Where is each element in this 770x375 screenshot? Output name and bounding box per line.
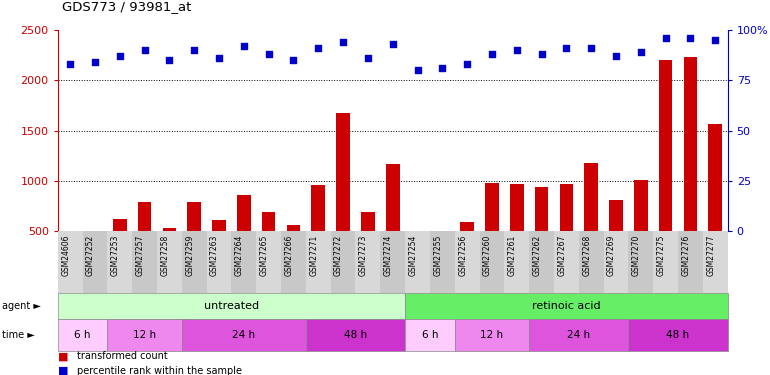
Text: GSM27253: GSM27253 [111, 234, 120, 276]
Point [163, 57, 176, 63]
Point [114, 53, 126, 59]
Point [139, 47, 151, 53]
Bar [609, 200, 623, 231]
Text: 12 h: 12 h [133, 330, 156, 340]
Bar [534, 187, 548, 231]
Bar [386, 164, 400, 231]
Text: GSM27257: GSM27257 [136, 234, 145, 276]
Bar [113, 219, 126, 231]
Point [411, 67, 424, 73]
Text: untreated: untreated [204, 301, 259, 311]
Point [585, 45, 598, 51]
Point [89, 59, 101, 65]
Text: percentile rank within the sample: percentile rank within the sample [77, 366, 242, 375]
Text: GSM27272: GSM27272 [334, 234, 343, 276]
Point [337, 39, 350, 45]
Point [387, 41, 399, 47]
Bar [460, 222, 474, 231]
Text: GSM27269: GSM27269 [607, 234, 616, 276]
Text: GSM27268: GSM27268 [582, 234, 591, 276]
Bar [336, 112, 350, 231]
Bar [634, 180, 648, 231]
Text: transformed count: transformed count [77, 351, 168, 361]
Point [362, 55, 374, 61]
Text: GSM27267: GSM27267 [557, 234, 567, 276]
Text: 6 h: 6 h [422, 330, 438, 340]
Text: 12 h: 12 h [480, 330, 504, 340]
Text: GSM27264: GSM27264 [235, 234, 244, 276]
Text: ■: ■ [58, 366, 69, 375]
Text: GDS773 / 93981_at: GDS773 / 93981_at [62, 0, 191, 13]
Bar [262, 212, 276, 231]
Bar [684, 57, 698, 231]
Bar [187, 202, 201, 231]
Text: GSM27258: GSM27258 [160, 234, 169, 276]
Bar [485, 183, 499, 231]
Text: GSM27254: GSM27254 [409, 234, 417, 276]
Text: GSM27273: GSM27273 [359, 234, 368, 276]
Point [213, 55, 225, 61]
Bar [138, 202, 152, 231]
Point [610, 53, 622, 59]
Bar [286, 225, 300, 231]
Text: retinoic acid: retinoic acid [532, 301, 601, 311]
Text: GSM27274: GSM27274 [383, 234, 393, 276]
Text: GSM27266: GSM27266 [284, 234, 293, 276]
Point [685, 35, 697, 41]
Text: ■: ■ [58, 351, 69, 361]
Text: GSM27270: GSM27270 [632, 234, 641, 276]
Text: GSM27252: GSM27252 [86, 234, 95, 276]
Text: GSM27265: GSM27265 [259, 234, 269, 276]
Point [634, 49, 647, 55]
Text: 24 h: 24 h [233, 330, 256, 340]
Bar [361, 212, 375, 231]
Text: GSM27263: GSM27263 [210, 234, 219, 276]
Point [238, 43, 250, 49]
Text: time ►: time ► [2, 330, 35, 340]
Text: GSM24606: GSM24606 [61, 234, 70, 276]
Text: GSM27276: GSM27276 [681, 234, 691, 276]
Text: GSM27259: GSM27259 [186, 234, 194, 276]
Bar [213, 220, 226, 231]
Point [709, 37, 721, 43]
Bar [510, 184, 524, 231]
Point [561, 45, 573, 51]
Text: GSM27275: GSM27275 [657, 234, 665, 276]
Text: GSM27255: GSM27255 [434, 234, 442, 276]
Point [64, 61, 76, 67]
Point [461, 61, 474, 67]
Point [486, 51, 498, 57]
Text: GSM27260: GSM27260 [483, 234, 492, 276]
Point [312, 45, 324, 51]
Text: GSM27262: GSM27262 [533, 234, 541, 276]
Bar [237, 195, 251, 231]
Bar [436, 231, 449, 233]
Bar [659, 60, 672, 231]
Bar [584, 163, 598, 231]
Bar [162, 228, 176, 231]
Text: 48 h: 48 h [344, 330, 367, 340]
Text: 48 h: 48 h [667, 330, 690, 340]
Point [511, 47, 523, 53]
Point [263, 51, 275, 57]
Point [535, 51, 547, 57]
Point [659, 35, 671, 41]
Text: 6 h: 6 h [75, 330, 91, 340]
Point [188, 47, 200, 53]
Text: GSM27261: GSM27261 [507, 234, 517, 276]
Text: GSM27277: GSM27277 [706, 234, 715, 276]
Bar [63, 231, 77, 232]
Bar [311, 185, 325, 231]
Text: GSM27256: GSM27256 [458, 234, 467, 276]
Bar [708, 124, 722, 231]
Bar [410, 231, 424, 232]
Bar [560, 184, 573, 231]
Text: 24 h: 24 h [567, 330, 591, 340]
Point [287, 57, 300, 63]
Text: agent ►: agent ► [2, 301, 40, 311]
Text: GSM27271: GSM27271 [310, 234, 318, 276]
Point [436, 65, 448, 71]
